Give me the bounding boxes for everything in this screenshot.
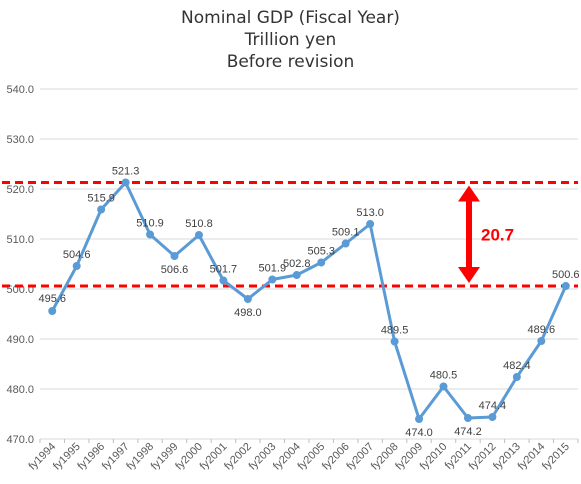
y-tick-label: 490.0 (6, 334, 34, 346)
y-tick-label: 510.0 (6, 234, 34, 246)
chart-title-line-1: Nominal GDP (Fiscal Year) (181, 8, 400, 28)
y-tick-label: 520.0 (6, 184, 34, 196)
data-label: 489.6 (528, 324, 556, 336)
annotation-arrow-head-down (458, 267, 480, 283)
data-label: 489.5 (381, 325, 409, 337)
data-point (341, 239, 350, 248)
data-point (366, 220, 375, 228)
y-tick-label: 470.0 (6, 434, 34, 446)
data-label: 504.6 (63, 249, 91, 261)
data-point (243, 295, 252, 303)
annotation-label: 20.7 (481, 225, 514, 244)
y-tick-label: 500.0 (6, 284, 34, 296)
data-point (488, 413, 497, 421)
data-label: 509.1 (332, 227, 360, 239)
data-point (97, 205, 106, 214)
data-point (390, 337, 399, 346)
data-point (561, 282, 570, 290)
y-tick-label: 480.0 (6, 384, 34, 396)
y-tick-label: 540.0 (6, 84, 34, 96)
annotation-arrow-head-up (458, 185, 480, 202)
data-point (194, 231, 203, 239)
data-label: 513.0 (356, 207, 384, 219)
data-label: 521.3 (112, 166, 140, 178)
data-label: 502.8 (283, 258, 311, 270)
data-point (48, 307, 57, 315)
data-label: 474.2 (454, 426, 482, 438)
data-point (170, 252, 179, 260)
data-point (512, 373, 521, 381)
data-point (219, 276, 228, 285)
x-tick-label: fy2015 (540, 441, 572, 473)
data-point (146, 230, 155, 239)
data-label: 498.0 (234, 307, 262, 319)
y-tick-label: 530.0 (6, 134, 34, 146)
data-point (463, 414, 472, 422)
x-tick-label: fy2010 (418, 441, 450, 473)
data-label: 500.6 (552, 269, 580, 281)
data-point (268, 275, 277, 284)
data-label: 515.9 (87, 193, 115, 205)
data-label: 505.3 (307, 246, 335, 258)
data-point (415, 415, 424, 423)
data-label: 480.5 (430, 370, 458, 382)
data-label: 474.4 (479, 400, 507, 412)
chart-title-line-3: Before revision (226, 52, 355, 72)
data-label: 510.8 (185, 218, 213, 230)
data-point (121, 178, 130, 187)
data-label: 495.6 (38, 293, 66, 305)
data-label: 510.9 (136, 218, 164, 230)
data-point (317, 258, 326, 267)
data-point (292, 271, 301, 279)
data-point (72, 262, 81, 270)
chart-title-line-2: Trillion yen (244, 30, 337, 50)
data-point (537, 337, 546, 345)
data-label: 506.6 (161, 264, 189, 276)
data-label: 474.0 (405, 427, 433, 439)
data-label: 501.7 (210, 264, 238, 276)
data-point (439, 382, 448, 391)
data-label: 501.9 (259, 263, 287, 275)
series-line (50, 181, 568, 421)
data-label: 482.4 (503, 360, 531, 372)
